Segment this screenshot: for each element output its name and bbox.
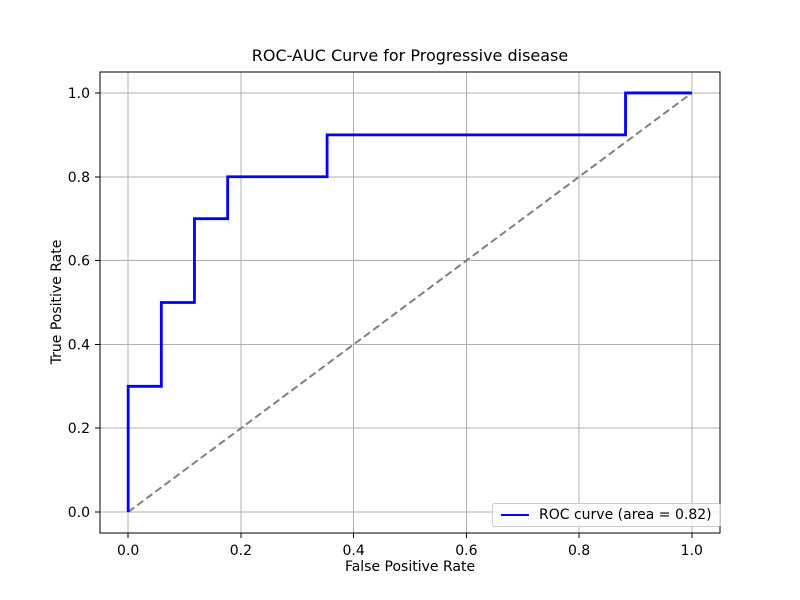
y-tick-label: 0.2	[68, 421, 90, 437]
y-tick-label: 1.0	[68, 86, 90, 102]
y-tick-label: 0.4	[68, 337, 90, 353]
x-tick-label: 0.8	[568, 543, 590, 559]
x-axis-label: False Positive Rate	[344, 559, 476, 575]
chart-title: ROC-AUC Curve for Progressive disease	[251, 46, 569, 65]
legend-label: ROC curve (area = 0.82)	[539, 507, 712, 523]
y-tick-label: 0.0	[68, 505, 90, 521]
roc-curve-line	[126, 91, 692, 513]
y-axis-label: True Positive Rate	[49, 239, 65, 365]
y-tick-label: 0.6	[68, 254, 90, 270]
y-tick-label: 0.8	[68, 170, 90, 186]
axes-frame	[99, 71, 721, 534]
roc-curve-legend-swatch	[501, 513, 529, 517]
x-tick-label: 0.0	[117, 543, 139, 559]
x-tick-label: 1.0	[681, 543, 703, 559]
legend: ROC curve (area = 0.82)	[492, 503, 721, 527]
x-tick-label: 0.4	[343, 543, 365, 559]
x-tick-label: 0.6	[455, 543, 477, 559]
chance-line-line	[127, 92, 693, 513]
x-tick-label: 0.2	[230, 543, 252, 559]
